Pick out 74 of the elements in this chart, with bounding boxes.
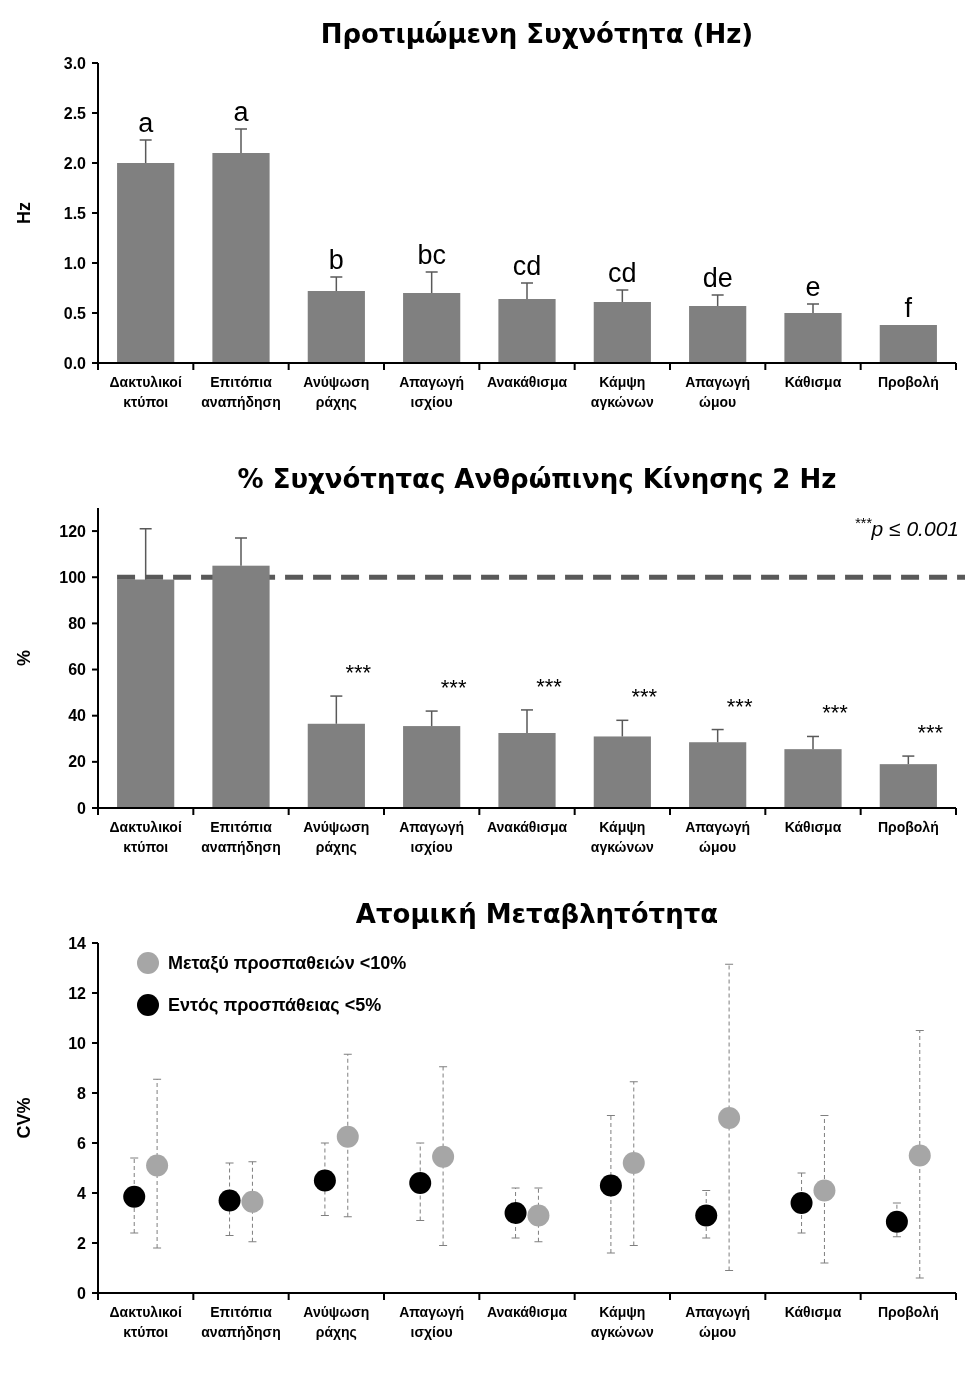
x-tick-label: Επιτόπια αναπήδηση [201, 1304, 281, 1340]
annotation: e [805, 272, 821, 302]
y-tick-label: 12 [68, 984, 87, 1002]
y-tick-label: 4 [77, 1184, 87, 1202]
x-tick-label: Ανύψωση ράχης [303, 1304, 370, 1340]
x-tick-label: Ανακάθισμα [486, 374, 568, 390]
annotation: *** [822, 700, 849, 726]
x-tick-label: Επιτόπια αναπήδηση [201, 374, 281, 410]
annotation: de [702, 263, 733, 293]
y-tick-label: 2.5 [63, 104, 87, 122]
annotation: a [138, 108, 155, 138]
x-tick-label: Δακτυλικοί κτύποι [109, 374, 182, 410]
legend-label: Εντός προσπάθειας <5% [168, 995, 382, 1016]
annotation: cd [512, 251, 542, 281]
y-tick-label: 0.5 [63, 304, 87, 322]
x-tick-label: Δακτυλικοί κτύποι [109, 819, 182, 855]
x-tick-label: Απαγωγή ισχίου [399, 1304, 465, 1340]
y-tick-label: 80 [68, 614, 87, 632]
y-axis-title: Hz [14, 202, 34, 224]
y-tick-label: 0 [77, 799, 87, 817]
legend-label: Μεταξύ προσπαθειών <10% [168, 953, 407, 975]
x-tick-label: Κάθισμα [784, 1304, 842, 1320]
y-axis-title: % [14, 649, 34, 667]
y-tick-label: 2.0 [63, 154, 87, 172]
y-tick-label: 120 [59, 522, 87, 540]
x-tick-label: Απαγωγή ισχίου [399, 819, 465, 855]
y-tick-label: 8 [77, 1084, 87, 1102]
y-tick-label: 40 [68, 707, 87, 725]
annotation: *** [726, 693, 753, 719]
x-tick-label: Επιτόπια αναπήδηση [201, 819, 281, 855]
y-tick-label: 20 [68, 753, 87, 771]
x-tick-label: Προβολή [877, 1304, 939, 1320]
x-tick-label: Ανύψωση ράχης [303, 819, 370, 855]
y-tick-label: 0.0 [63, 354, 87, 372]
annotation: *** [631, 684, 658, 710]
y-tick-label: 1.5 [63, 204, 87, 222]
y-axis-title: CV% [14, 1097, 34, 1139]
chart-title: % Συχνότητας Ανθρώπινης Κίνησης 2 Hz [237, 464, 837, 494]
y-tick-label: 6 [77, 1134, 87, 1152]
annotation: b [328, 245, 344, 275]
x-tick-label: Ανακάθισμα [486, 1304, 568, 1320]
annotation: a [233, 97, 250, 127]
x-tick-label: Ανακάθισμα [486, 819, 568, 835]
annotation: *** [917, 720, 944, 746]
y-tick-label: 100 [59, 568, 87, 586]
x-tick-label: Προβολή [877, 374, 939, 390]
chart-title: Προτιμώμενη Συχνότητα (Hz) [320, 19, 754, 49]
x-tick-label: Απαγωγή ώμου [685, 1304, 751, 1340]
x-tick-label: Κάθισμα [784, 819, 842, 835]
x-tick-label: Κάμψη αγκώνων [590, 1304, 655, 1340]
x-tick-label: Κάθισμα [784, 374, 842, 390]
chart-title: Ατομική Μεταβλητότητα [355, 899, 719, 929]
y-tick-label: 10 [68, 1034, 87, 1052]
y-tick-label: 60 [68, 661, 87, 679]
y-tick-label: 0 [77, 1284, 87, 1302]
y-tick-label: 2 [77, 1234, 87, 1252]
x-tick-label: Προβολή [877, 819, 939, 835]
x-tick-label: Κάμψη αγκώνων [590, 819, 655, 855]
annotation: *** [536, 673, 563, 699]
x-tick-label: Δακτυλικοί κτύποι [109, 1304, 182, 1340]
y-tick-label: 1.0 [63, 254, 87, 272]
x-tick-label: Απαγωγή ισχίου [399, 374, 465, 410]
annotation: *** [440, 675, 467, 701]
x-tick-label: Απαγωγή ώμου [685, 374, 751, 410]
x-tick-label: Απαγωγή ώμου [685, 819, 751, 855]
y-tick-label: 3.0 [63, 54, 87, 72]
x-tick-label: Ανύψωση ράχης [303, 374, 370, 410]
annotation: *** [345, 660, 372, 686]
annotation: cd [608, 258, 637, 288]
x-tick-label: Κάμψη αγκώνων [590, 374, 655, 410]
annotation: bc [417, 240, 446, 270]
y-tick-label: 14 [68, 934, 87, 952]
annotation: f [904, 293, 913, 323]
annotation: $^{***}$p ≤ 0.001 [854, 515, 959, 540]
